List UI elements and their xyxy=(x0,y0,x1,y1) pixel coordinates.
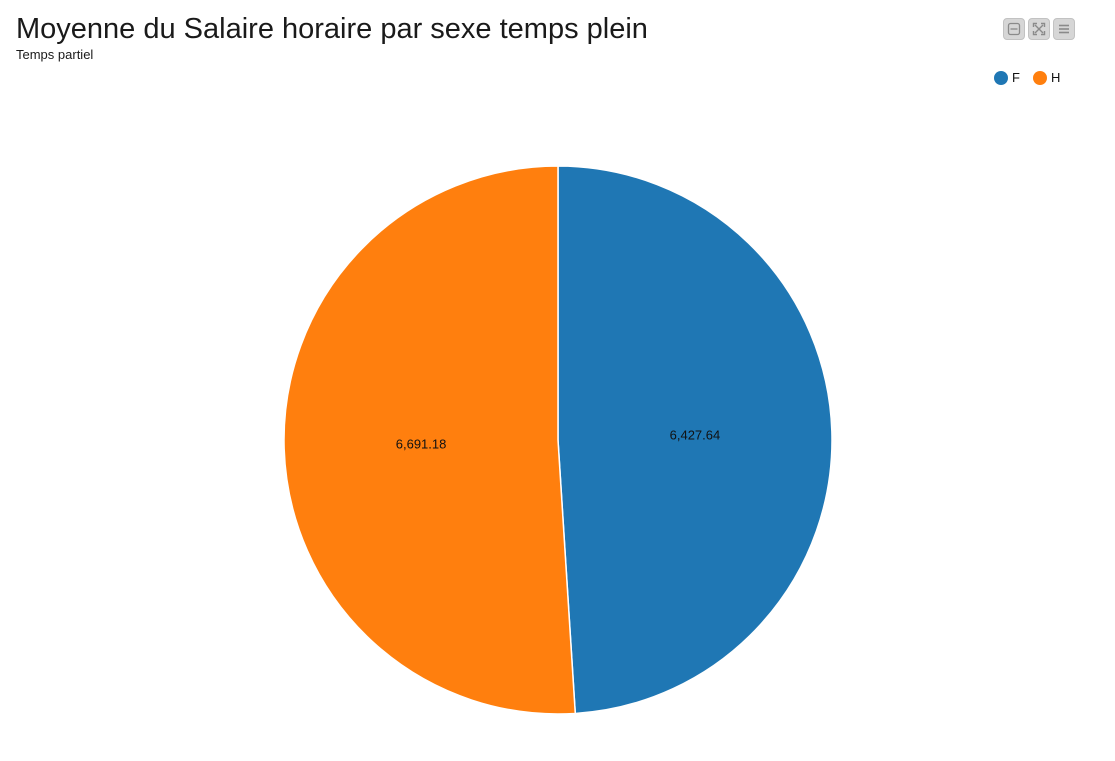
fullscreen-button[interactable] xyxy=(1028,18,1050,40)
chart-subtitle: Temps partiel xyxy=(16,47,94,62)
collapse-button[interactable] xyxy=(1003,18,1025,40)
menu-button[interactable] xyxy=(1053,18,1075,40)
chart-toolbar xyxy=(1003,18,1075,40)
legend-label-h: H xyxy=(1050,70,1061,85)
chart-title: Moyenne du Salaire horaire par sexe temp… xyxy=(16,13,648,45)
pie-slice-h[interactable] xyxy=(283,165,577,715)
slice-value-label-h: 6,691.18 xyxy=(396,436,447,451)
slice-value-label-f: 6,427.64 xyxy=(670,428,721,443)
legend-swatch-h xyxy=(1032,71,1047,85)
chart-legend: F H xyxy=(994,70,1060,86)
expand-icon xyxy=(1032,22,1046,36)
hamburger-icon xyxy=(1059,24,1069,34)
legend-swatch-f xyxy=(994,71,1008,85)
minus-box-icon xyxy=(1007,22,1021,36)
legend-label-f: F xyxy=(1012,70,1020,85)
legend-item-f[interactable]: F xyxy=(994,70,1020,86)
pie-slice-f[interactable] xyxy=(557,165,833,715)
legend-item-h[interactable]: H xyxy=(1032,70,1061,86)
